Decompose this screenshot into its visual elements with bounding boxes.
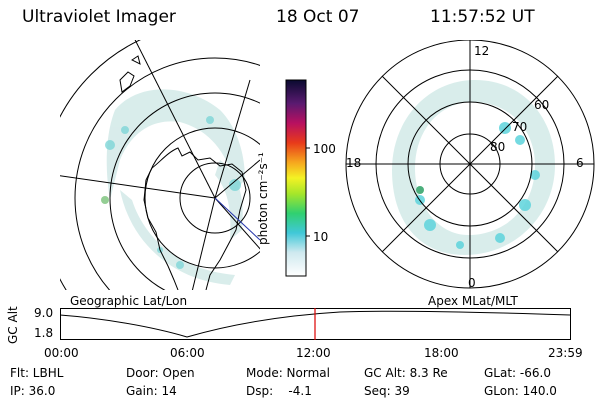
info-glon: GLon: 140.0 [484, 384, 557, 398]
altitude-curve [60, 310, 571, 338]
mlat-label-60: 60 [534, 98, 550, 112]
apex-polar-plot [345, 40, 595, 289]
mlt-label-12: 12 [474, 44, 490, 58]
orbit-altitude-timeline [60, 308, 571, 340]
timeline-xtick-1200: 12:00 [296, 346, 331, 360]
timeline-xtick-1800: 18:00 [424, 346, 459, 360]
mlat-label-70: 70 [512, 120, 528, 134]
info-filter: Flt: LBHL [10, 366, 64, 380]
time-label: 11:57:52 UT [430, 7, 535, 27]
geographic-map [60, 40, 260, 290]
geo-coastline [143, 147, 247, 290]
mlt-label-6: 6 [576, 156, 584, 170]
info-ip: IP: 36.0 [10, 384, 56, 398]
info-door: Door: Open [126, 366, 195, 380]
apex-auroral-oval [392, 80, 555, 255]
colorbar-tick-100: 100 [313, 142, 336, 156]
timeline-ytick-high: 9.0 [34, 306, 54, 320]
apex-panel-label: Apex MLat/MLT [428, 294, 518, 308]
info-gain: Gain: 14 [126, 384, 177, 398]
timeline-xtick-2359: 23:59 [548, 346, 583, 360]
instrument-title: Ultraviolet Imager [22, 7, 176, 27]
colorbar-unit-label: photon cm⁻²s⁻¹ [256, 152, 270, 245]
timeline-ytick-low: 1.8 [34, 326, 54, 340]
timeline-xtick-0600: 06:00 [170, 346, 205, 360]
mlt-label-0: 0 [468, 276, 476, 290]
apex-grid [345, 40, 595, 289]
timeline-axis-label: GC Alt [6, 306, 20, 344]
geo-aurora-bright [101, 116, 241, 269]
info-glat: GLat: -66.0 [484, 366, 551, 380]
info-dsp: Dsp: -4.1 [246, 384, 312, 398]
date-label: 18 Oct 07 [276, 7, 360, 27]
info-seq: Seq: 39 [364, 384, 410, 398]
colorbar-tick-10: 10 [313, 230, 329, 244]
geo-grid [60, 40, 260, 290]
info-gc-alt: GC Alt: 8.3 Re [364, 366, 448, 380]
geo-panel-label: Geographic Lat/Lon [70, 294, 188, 308]
colorbar [285, 79, 310, 277]
mlat-label-80: 80 [490, 140, 506, 154]
mlt-label-18: 18 [346, 156, 362, 170]
info-mode: Mode: Normal [246, 366, 330, 380]
timeline-xtick-0000: 00:00 [44, 346, 79, 360]
